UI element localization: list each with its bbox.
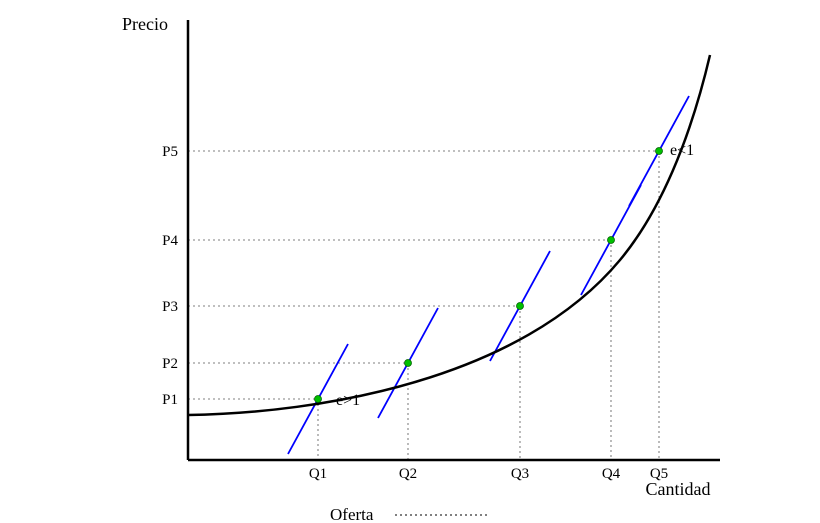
xtick-P2: Q2 — [399, 466, 417, 482]
point-P5 — [656, 148, 663, 155]
xtick-P3: Q3 — [511, 466, 529, 482]
ytick-P1: P1 — [162, 392, 178, 408]
ytick-P5: P5 — [162, 144, 178, 160]
ytick-P4: P4 — [162, 233, 178, 249]
y-axis-label: Precio — [122, 14, 168, 34]
point-P1 — [315, 396, 322, 403]
annotation: e>1 — [336, 392, 360, 409]
x-axis-label: Cantidad — [646, 479, 711, 499]
xtick-P1: Q1 — [309, 466, 327, 482]
point-P4 — [608, 237, 615, 244]
annotation: e<1 — [670, 142, 694, 159]
elasticity-chart: Precio Cantidad P1 Q1 P2 Q2 P3 Q3 P4 Q4 P5 Q5 e>1 e<1… — [0, 0, 820, 523]
point-P3 — [517, 303, 524, 310]
legend-label: Oferta — [330, 505, 374, 523]
ytick-P2: P2 — [162, 356, 178, 372]
xtick-P4: Q4 — [602, 466, 621, 482]
supply-curve — [188, 55, 710, 415]
xtick-P5: Q5 — [650, 466, 668, 482]
point-P2 — [405, 360, 412, 367]
ytick-P3: P3 — [162, 299, 178, 315]
